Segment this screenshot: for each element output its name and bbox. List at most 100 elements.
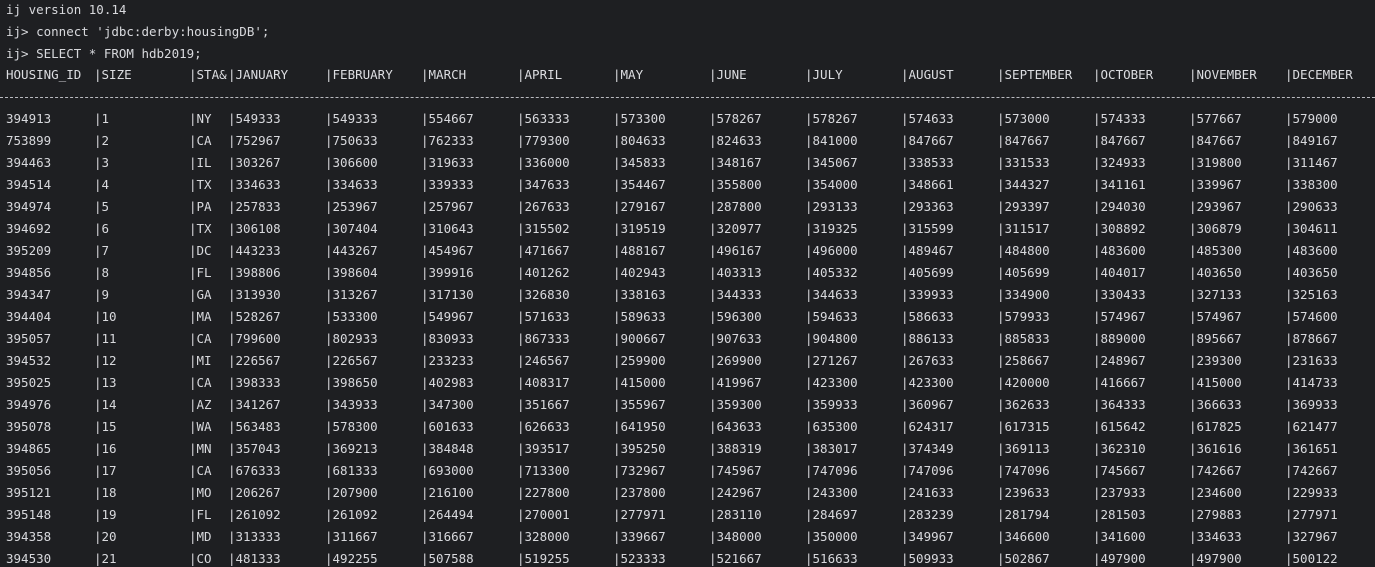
table-cell: |681333 xyxy=(325,463,378,478)
table-cell: |281794 xyxy=(997,507,1050,522)
result-separator xyxy=(0,97,1375,100)
table-cell: |MD xyxy=(189,529,212,544)
table-cell: |519255 xyxy=(517,551,570,566)
table-row: 395056 |17 |CA |676333 |681333 |693000 |713300… xyxy=(0,460,1375,482)
table-cell: 394347 xyxy=(6,287,52,302)
table-cell: |290633 xyxy=(1285,199,1338,214)
table-cell: |586633 xyxy=(901,309,954,324)
table-cell: |14 xyxy=(94,397,117,412)
table-cell: |306600 xyxy=(325,155,378,170)
table-cell: |563333 xyxy=(517,111,570,126)
table-cell: |344333 xyxy=(709,287,762,302)
table-cell: |246567 xyxy=(517,353,570,368)
table-cell: |248967 xyxy=(1093,353,1146,368)
table-cell: |398333 xyxy=(228,375,281,390)
table-cell: |311467 xyxy=(1285,155,1338,170)
table-cell: |443233 xyxy=(228,243,281,258)
table-cell: |615642 xyxy=(1093,419,1146,434)
table-cell: |319325 xyxy=(805,221,858,236)
table-cell: |279883 xyxy=(1189,507,1242,522)
table-cell: 394463 xyxy=(6,155,52,170)
table-cell: |334900 xyxy=(997,287,1050,302)
table-cell: |345067 xyxy=(805,155,858,170)
table-cell: |CA xyxy=(189,463,212,478)
table-cell: 394913 xyxy=(6,111,52,126)
table-cell: |601633 xyxy=(421,419,474,434)
table-cell: |267633 xyxy=(517,199,570,214)
table-cell: |FL xyxy=(189,265,212,280)
table-row: 394358 |20 |MD |313333 |311667 |316667 |328000… xyxy=(0,526,1375,548)
table-cell: |319519 xyxy=(613,221,666,236)
table-cell: |351667 xyxy=(517,397,570,412)
table-cell: |334633 xyxy=(228,177,281,192)
table-cell: |483600 xyxy=(1285,243,1338,258)
table-cell: |336000 xyxy=(517,155,570,170)
table-cell: |PA xyxy=(189,199,212,214)
table-cell: |752967 xyxy=(228,133,281,148)
table-cell: |747096 xyxy=(805,463,858,478)
table-row: 395025 |13 |CA |398333 |398650 |402983 |408317… xyxy=(0,372,1375,394)
table-cell: |MO xyxy=(189,485,212,500)
table-cell: |DC xyxy=(189,243,212,258)
table-row: 395057 |11 |CA |799600 |802933 |830933 |867333… xyxy=(0,328,1375,350)
table-cell: |349967 xyxy=(901,529,954,544)
column-header: |MAY xyxy=(613,67,644,82)
table-cell: |578300 xyxy=(325,419,378,434)
table-cell: |TX xyxy=(189,221,212,236)
table-cell: |293133 xyxy=(805,199,858,214)
table-cell: 394692 xyxy=(6,221,52,236)
table-cell: |742667 xyxy=(1189,463,1242,478)
table-cell: |830933 xyxy=(421,331,474,346)
column-header: |OCTOBER xyxy=(1093,67,1154,82)
table-cell: |574967 xyxy=(1093,309,1146,324)
table-cell: |328000 xyxy=(517,529,570,544)
table-cell: |339333 xyxy=(421,177,474,192)
table-cell: |330433 xyxy=(1093,287,1146,302)
table-cell: |306108 xyxy=(228,221,281,236)
table-cell: |270001 xyxy=(517,507,570,522)
table-cell: |500122 xyxy=(1285,551,1338,566)
table-cell: |414733 xyxy=(1285,375,1338,390)
table-cell: |485300 xyxy=(1189,243,1242,258)
table-cell: |339933 xyxy=(901,287,954,302)
table-cell: |226567 xyxy=(228,353,281,368)
table-cell: 395121 xyxy=(6,485,52,500)
table-cell: |521667 xyxy=(709,551,762,566)
table-cell: |259900 xyxy=(613,353,666,368)
table-cell: |258667 xyxy=(997,353,1050,368)
table-cell: |750633 xyxy=(325,133,378,148)
table-cell: |319633 xyxy=(421,155,474,170)
table-cell: |454967 xyxy=(421,243,474,258)
table-cell: |17 xyxy=(94,463,117,478)
table-cell: 394404 xyxy=(6,309,52,324)
table-cell: |483600 xyxy=(1093,243,1146,258)
table-cell: |416667 xyxy=(1093,375,1146,390)
table-cell: |366633 xyxy=(1189,397,1242,412)
table-cell: |313930 xyxy=(228,287,281,302)
table-cell: |747096 xyxy=(901,463,954,478)
table-cell: |15 xyxy=(94,419,117,434)
table-cell: |3 xyxy=(94,155,110,170)
table-cell: |496000 xyxy=(805,243,858,258)
table-cell: |10 xyxy=(94,309,117,324)
table-cell: 394865 xyxy=(6,441,52,456)
table-cell: |8 xyxy=(94,265,110,280)
table-cell: |577667 xyxy=(1189,111,1242,126)
table-cell: |311517 xyxy=(997,221,1050,236)
table-row: 394347 |9 |GA |313930 |313267 |317130 |326830 |… xyxy=(0,284,1375,306)
table-cell: 395056 xyxy=(6,463,52,478)
table-cell: |904800 xyxy=(805,331,858,346)
table-cell: |231633 xyxy=(1285,353,1338,368)
table-cell: |345833 xyxy=(613,155,666,170)
table-cell: |579933 xyxy=(997,309,1050,324)
column-header: HOUSING_ID xyxy=(6,67,82,82)
table-cell: |313267 xyxy=(325,287,378,302)
table-cell: |267633 xyxy=(901,353,954,368)
table-cell: |405699 xyxy=(901,265,954,280)
table-cell: |402943 xyxy=(613,265,666,280)
table-cell: |488167 xyxy=(613,243,666,258)
table-cell: |327967 xyxy=(1285,529,1338,544)
table-cell: |2 xyxy=(94,133,110,148)
table-cell: |226567 xyxy=(325,353,378,368)
